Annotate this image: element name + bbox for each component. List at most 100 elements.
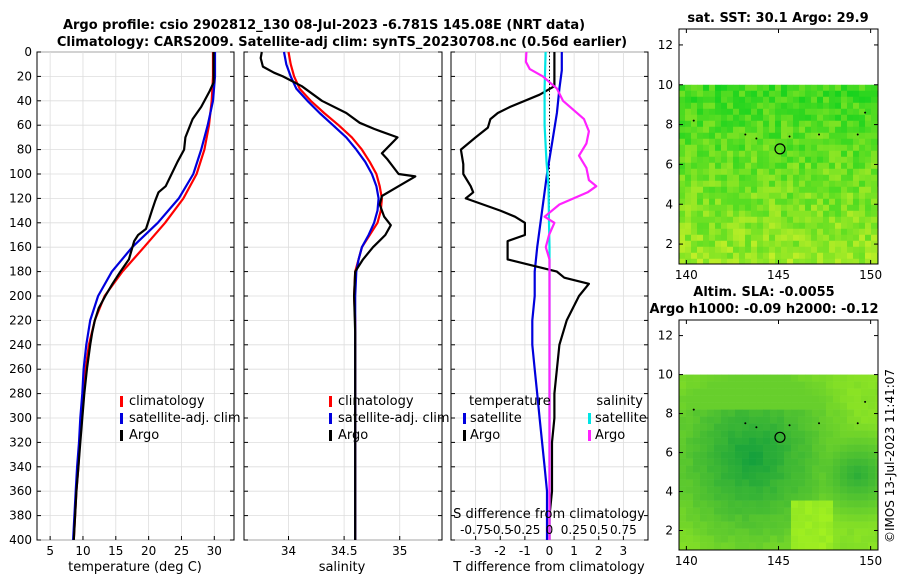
map-cell xyxy=(697,180,704,188)
map-cell xyxy=(733,120,740,128)
map-cell xyxy=(751,180,758,188)
map-cell xyxy=(728,437,736,445)
map-cell xyxy=(763,388,771,396)
map-cell xyxy=(833,423,841,431)
map-cell xyxy=(805,500,813,508)
map-cell xyxy=(700,486,708,494)
map-cell xyxy=(679,84,686,92)
map-cell xyxy=(811,120,818,128)
map-cell xyxy=(781,90,788,98)
map-cell xyxy=(865,234,872,242)
map-cell xyxy=(709,120,716,128)
map-cell xyxy=(841,252,848,260)
map-cell xyxy=(728,521,736,529)
map-cell xyxy=(861,423,869,431)
map-cell xyxy=(777,542,785,550)
map-cell xyxy=(819,458,827,466)
x2-tick-label: 0.75 xyxy=(610,523,637,537)
map-dot xyxy=(864,400,867,403)
map-cell xyxy=(799,84,806,92)
map-cell xyxy=(733,132,740,140)
series-line-s-argo xyxy=(524,51,598,540)
map-cell xyxy=(715,234,722,242)
map-cell xyxy=(812,521,820,529)
map-cell xyxy=(733,96,740,104)
map-cell xyxy=(819,381,827,389)
map-cell xyxy=(812,451,820,459)
map-cell xyxy=(727,126,734,134)
map-cell xyxy=(791,521,799,529)
map-cell xyxy=(703,114,710,122)
map-cell xyxy=(769,192,776,200)
map-cell xyxy=(739,174,746,182)
map-y-tick-label: 10 xyxy=(658,78,673,92)
x-tick-label: 5 xyxy=(46,544,54,558)
map-cell xyxy=(793,240,800,248)
map-cell xyxy=(745,192,752,200)
legend-label-satellite: satellite-adj. clim xyxy=(129,411,241,426)
map-cell xyxy=(854,423,862,431)
map-cell xyxy=(853,258,860,265)
map-cell xyxy=(769,144,776,152)
map-cell xyxy=(679,444,687,452)
map-cell xyxy=(721,114,728,122)
map-cell xyxy=(811,246,818,254)
map-cell xyxy=(700,409,708,417)
map-cell xyxy=(784,381,792,389)
map-cell xyxy=(685,96,692,104)
x-tick-label: 3 xyxy=(620,544,628,558)
map-cell xyxy=(833,500,841,508)
map-cell xyxy=(742,430,750,438)
map-cell xyxy=(871,114,878,122)
map-cell xyxy=(835,216,842,224)
map-cell xyxy=(811,258,818,265)
map-cell xyxy=(829,240,836,248)
map-cell xyxy=(823,180,830,188)
map-cell xyxy=(805,114,812,122)
map-cell xyxy=(793,186,800,194)
map-cell xyxy=(865,180,872,188)
map-cell xyxy=(775,132,782,140)
map-cell xyxy=(707,423,715,431)
map-cell xyxy=(763,479,771,487)
y-tick-label: 160 xyxy=(9,240,32,254)
map-cell xyxy=(763,186,770,194)
map-cell xyxy=(798,374,806,382)
map-cell xyxy=(693,402,701,410)
map-cell xyxy=(686,430,694,438)
map-cell xyxy=(847,228,854,236)
map-cell xyxy=(691,132,698,140)
map-cell xyxy=(763,444,771,452)
map-cell xyxy=(679,402,687,410)
map-cell xyxy=(691,228,698,236)
map-cell xyxy=(853,246,860,254)
map-cell xyxy=(798,479,806,487)
map-cell xyxy=(793,150,800,158)
map-cell xyxy=(805,416,813,424)
map-cell xyxy=(781,204,788,212)
map-cell xyxy=(693,535,701,543)
map-cell xyxy=(770,430,778,438)
map-cell xyxy=(777,409,785,417)
map-cell xyxy=(823,174,830,182)
map-cell xyxy=(854,416,862,424)
map-cell xyxy=(714,472,722,480)
map-cell xyxy=(721,409,729,417)
map-cell xyxy=(679,423,687,431)
map-cell xyxy=(733,228,740,236)
map-cell xyxy=(691,186,698,194)
map-cell xyxy=(798,514,806,522)
map-cell xyxy=(835,234,842,242)
map-cell xyxy=(811,108,818,116)
map-cell xyxy=(756,430,764,438)
map-cell xyxy=(685,210,692,218)
map-cell xyxy=(798,437,806,445)
map-cell xyxy=(798,388,806,396)
map-cell xyxy=(805,186,812,194)
temperature-series xyxy=(72,52,217,541)
map-cell xyxy=(700,521,708,529)
map-cell xyxy=(693,542,701,550)
map-cell xyxy=(686,500,694,508)
map-cell xyxy=(742,423,750,431)
map-cell xyxy=(819,430,827,438)
